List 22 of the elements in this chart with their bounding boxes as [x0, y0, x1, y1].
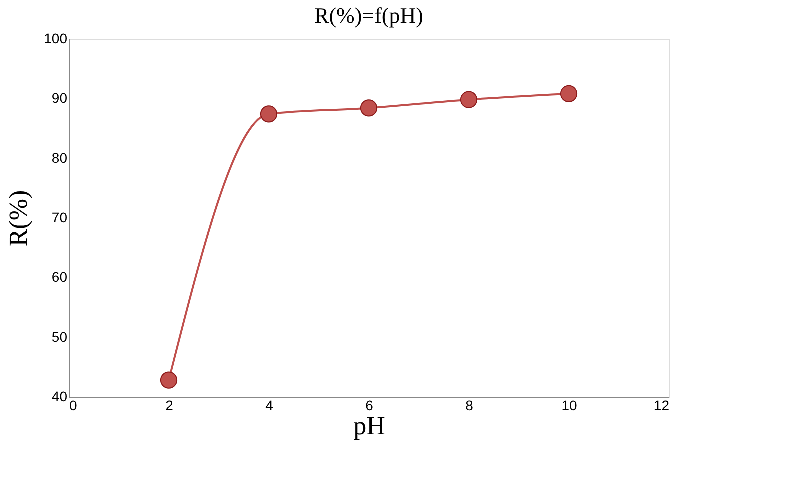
point	[160, 372, 178, 389]
y-tick-label: 80	[52, 150, 68, 166]
x-tick-label: 12	[654, 398, 670, 414]
y-tick-label: 60	[52, 269, 68, 286]
x-axis-title: pH	[354, 412, 386, 440]
x-tick-label: 10	[562, 398, 578, 414]
point	[460, 91, 478, 108]
y-axis-title: R(%)	[4, 190, 34, 247]
y-tick-label: 70	[52, 210, 68, 226]
x-tick-label: 6	[366, 398, 374, 414]
chart-title: R(%)=f(pH)	[314, 3, 424, 28]
x-tick-label: 2	[166, 398, 174, 414]
point	[560, 85, 578, 102]
x-tick-label: 0	[70, 398, 78, 414]
y-tick-label: 90	[52, 90, 68, 106]
point	[260, 106, 278, 123]
point	[360, 100, 378, 117]
y-tick-label: 50	[52, 328, 68, 345]
y-tick-label: 40	[52, 388, 68, 404]
y-tick-label: 100	[44, 30, 68, 46]
x-tick-label: 4	[266, 398, 274, 414]
x-tick-label: 8	[466, 398, 474, 414]
